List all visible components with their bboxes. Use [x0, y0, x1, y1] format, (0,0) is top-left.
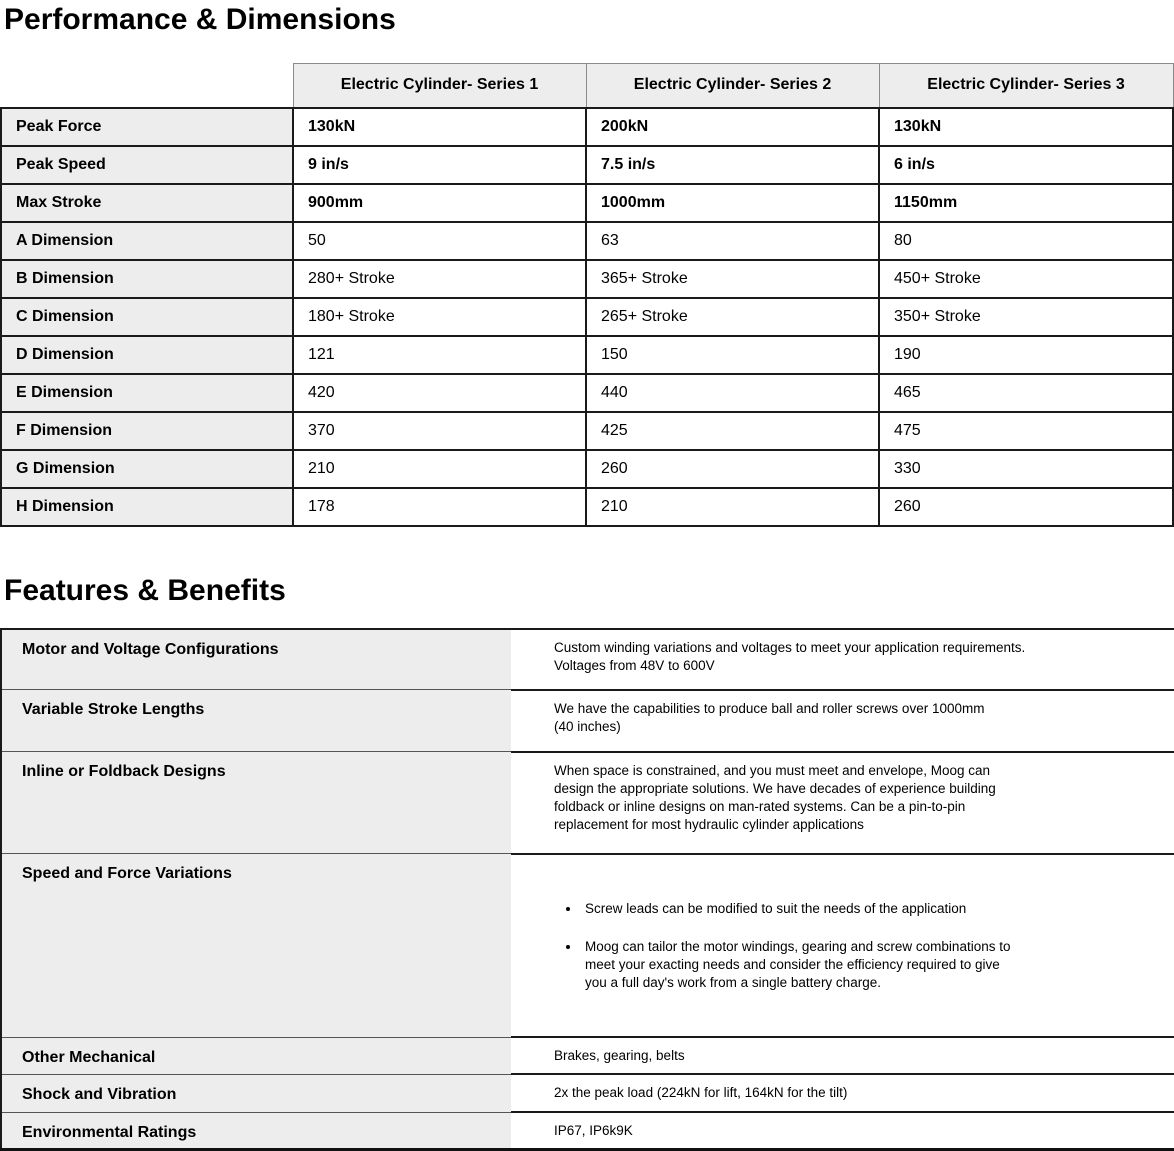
perf-row-peak-speed: Peak Speed 9 in/s 7.5 in/s 6 in/s [0, 145, 1174, 185]
perf-cell: 200kN [585, 107, 880, 147]
perf-cell: 121 [292, 335, 587, 375]
perf-col-header-series-2: Electric Cylinder- Series 2 [585, 62, 880, 109]
feature-label: Speed and Force Variations [0, 853, 511, 1038]
perf-cell: 9 in/s [292, 145, 587, 185]
feature-label: Motor and Voltage Configurations [0, 627, 511, 690]
perf-cell: 425 [585, 411, 880, 451]
perf-row-e-dimension: E Dimension 420 440 465 [0, 373, 1174, 413]
perf-row-max-stroke: Max Stroke 900mm 1000mm 1150mm [0, 183, 1174, 223]
perf-cell: 63 [585, 221, 880, 261]
feature-description: When space is constrained, and you must … [511, 750, 1174, 854]
feature-row-environmental-ratings: Environmental Ratings IP67, IP6k9K [0, 1111, 1174, 1151]
perf-cell: 210 [292, 449, 587, 489]
perf-row-label: F Dimension [0, 411, 294, 451]
perf-cell: 150 [585, 335, 880, 375]
features-section-title: Features & Benefits [4, 574, 286, 607]
feature-description: IP67, IP6k9K [511, 1111, 1174, 1151]
perf-row-peak-force: Peak Force 130kN 200kN 130kN [0, 107, 1174, 147]
perf-row-h-dimension: H Dimension 178 210 260 [0, 487, 1174, 527]
perf-cell: 180+ Stroke [292, 297, 587, 337]
perf-cell: 190 [878, 335, 1174, 375]
feature-label: Other Mechanical [0, 1036, 511, 1075]
perf-header-row: Electric Cylinder- Series 1 Electric Cyl… [1, 62, 1174, 109]
performance-dimensions-table: Electric Cylinder- Series 1 Electric Cyl… [0, 62, 1174, 527]
perf-row-a-dimension: A Dimension 50 63 80 [0, 221, 1174, 261]
feature-description: We have the capabilities to produce ball… [511, 688, 1174, 752]
perf-row-d-dimension: D Dimension 121 150 190 [0, 335, 1174, 375]
perf-row-label: B Dimension [0, 259, 294, 299]
feature-bullet: Screw leads can be modified to suit the … [581, 900, 1160, 918]
feature-label: Variable Stroke Lengths [0, 689, 511, 752]
perf-row-c-dimension: C Dimension 180+ Stroke 265+ Stroke 350+… [0, 297, 1174, 337]
perf-cell: 50 [292, 221, 587, 261]
feature-bullet: Moog can tailor the motor windings, gear… [581, 938, 1160, 992]
feature-row-speed-force: Speed and Force Variations Screw leads c… [0, 852, 1174, 1038]
perf-cell: 280+ Stroke [292, 259, 587, 299]
perf-cell: 330 [878, 449, 1174, 489]
perf-row-label: Peak Force [0, 107, 294, 147]
perf-cell: 1150mm [878, 183, 1174, 223]
feature-description: 2x the peak load (224kN for lift, 164kN … [511, 1073, 1174, 1113]
perf-cell: 370 [292, 411, 587, 451]
perf-cell: 350+ Stroke [878, 297, 1174, 337]
feature-label: Inline or Foldback Designs [0, 751, 511, 854]
perf-row-b-dimension: B Dimension 280+ Stroke 365+ Stroke 450+… [0, 259, 1174, 299]
perf-cell: 900mm [292, 183, 587, 223]
feature-bullet-list: Screw leads can be modified to suit the … [554, 882, 1160, 1013]
feature-description: Brakes, gearing, belts [511, 1036, 1174, 1075]
perf-cell: 475 [878, 411, 1174, 451]
perf-cell: 1000mm [585, 183, 880, 223]
perf-row-label: G Dimension [0, 449, 294, 489]
feature-row-motor-voltage: Motor and Voltage Configurations Custom … [0, 627, 1174, 690]
perf-cell: 7.5 in/s [585, 145, 880, 185]
perf-col-header-series-3: Electric Cylinder- Series 3 [878, 62, 1174, 109]
perf-cell: 130kN [292, 107, 587, 147]
perf-col-header-series-1: Electric Cylinder- Series 1 [292, 62, 587, 109]
performance-section-title: Performance & Dimensions [4, 3, 396, 36]
perf-row-label: E Dimension [0, 373, 294, 413]
perf-cell: 6 in/s [878, 145, 1174, 185]
perf-cell: 465 [878, 373, 1174, 413]
perf-row-label: Max Stroke [0, 183, 294, 223]
feature-description: Custom winding variations and voltages t… [511, 627, 1174, 690]
feature-row-inline-foldback: Inline or Foldback Designs When space is… [0, 750, 1174, 854]
feature-label: Shock and Vibration [0, 1073, 511, 1113]
perf-cell: 440 [585, 373, 880, 413]
feature-row-stroke-lengths: Variable Stroke Lengths We have the capa… [0, 688, 1174, 752]
perf-row-label: A Dimension [0, 221, 294, 261]
perf-row-label: C Dimension [0, 297, 294, 337]
perf-row-g-dimension: G Dimension 210 260 330 [0, 449, 1174, 489]
perf-cell: 210 [585, 487, 880, 527]
perf-blank-corner-cell [1, 63, 293, 108]
perf-row-f-dimension: F Dimension 370 425 475 [0, 411, 1174, 451]
features-benefits-table: Motor and Voltage Configurations Custom … [0, 627, 1174, 1151]
perf-row-label: D Dimension [0, 335, 294, 375]
feature-row-other-mechanical: Other Mechanical Brakes, gearing, belts [0, 1036, 1174, 1075]
perf-cell: 260 [878, 487, 1174, 527]
perf-row-label: Peak Speed [0, 145, 294, 185]
perf-row-label: H Dimension [0, 487, 294, 527]
feature-label: Environmental Ratings [0, 1111, 511, 1151]
feature-description: Screw leads can be modified to suit the … [511, 852, 1174, 1038]
perf-cell: 80 [878, 221, 1174, 261]
perf-cell: 420 [292, 373, 587, 413]
perf-cell: 365+ Stroke [585, 259, 880, 299]
perf-cell: 450+ Stroke [878, 259, 1174, 299]
perf-cell: 178 [292, 487, 587, 527]
feature-row-shock-vibration: Shock and Vibration 2x the peak load (22… [0, 1073, 1174, 1113]
perf-cell: 260 [585, 449, 880, 489]
perf-cell: 130kN [878, 107, 1174, 147]
perf-cell: 265+ Stroke [585, 297, 880, 337]
